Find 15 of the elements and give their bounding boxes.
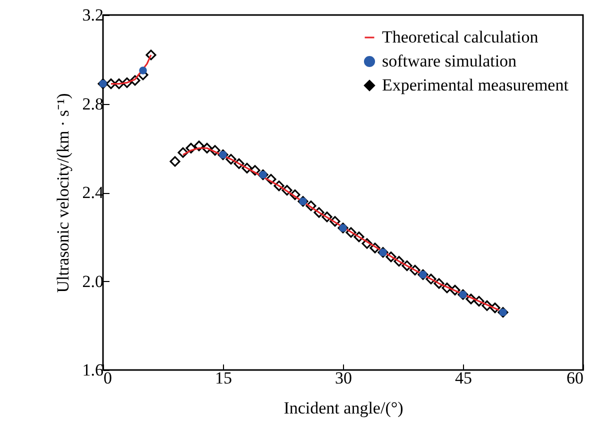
legend-label: Theoretical calculation	[382, 28, 539, 46]
x-tick-label: 30	[335, 368, 352, 388]
y-axis-title: Ultrasonic velocity/(km · s⁻¹)	[53, 93, 72, 293]
x-tick-label: 0	[104, 368, 112, 388]
y-tick-label: 2.8	[82, 94, 104, 114]
legend-label: software simulation	[382, 52, 518, 70]
y-tick-label: 2.4	[82, 183, 104, 202]
y-tick-label: 1.6	[82, 360, 104, 380]
y-tick-label: 2.0	[82, 272, 104, 291]
y-tick-label: 3.2	[82, 6, 104, 24]
x-axis-title: Incident angle/(°)	[284, 398, 404, 418]
x-tick-label: 45	[455, 368, 472, 388]
x-tick-label: 60	[566, 368, 584, 388]
legend-label: Experimental measurement	[382, 76, 569, 94]
x-tick-label: 15	[215, 368, 232, 388]
